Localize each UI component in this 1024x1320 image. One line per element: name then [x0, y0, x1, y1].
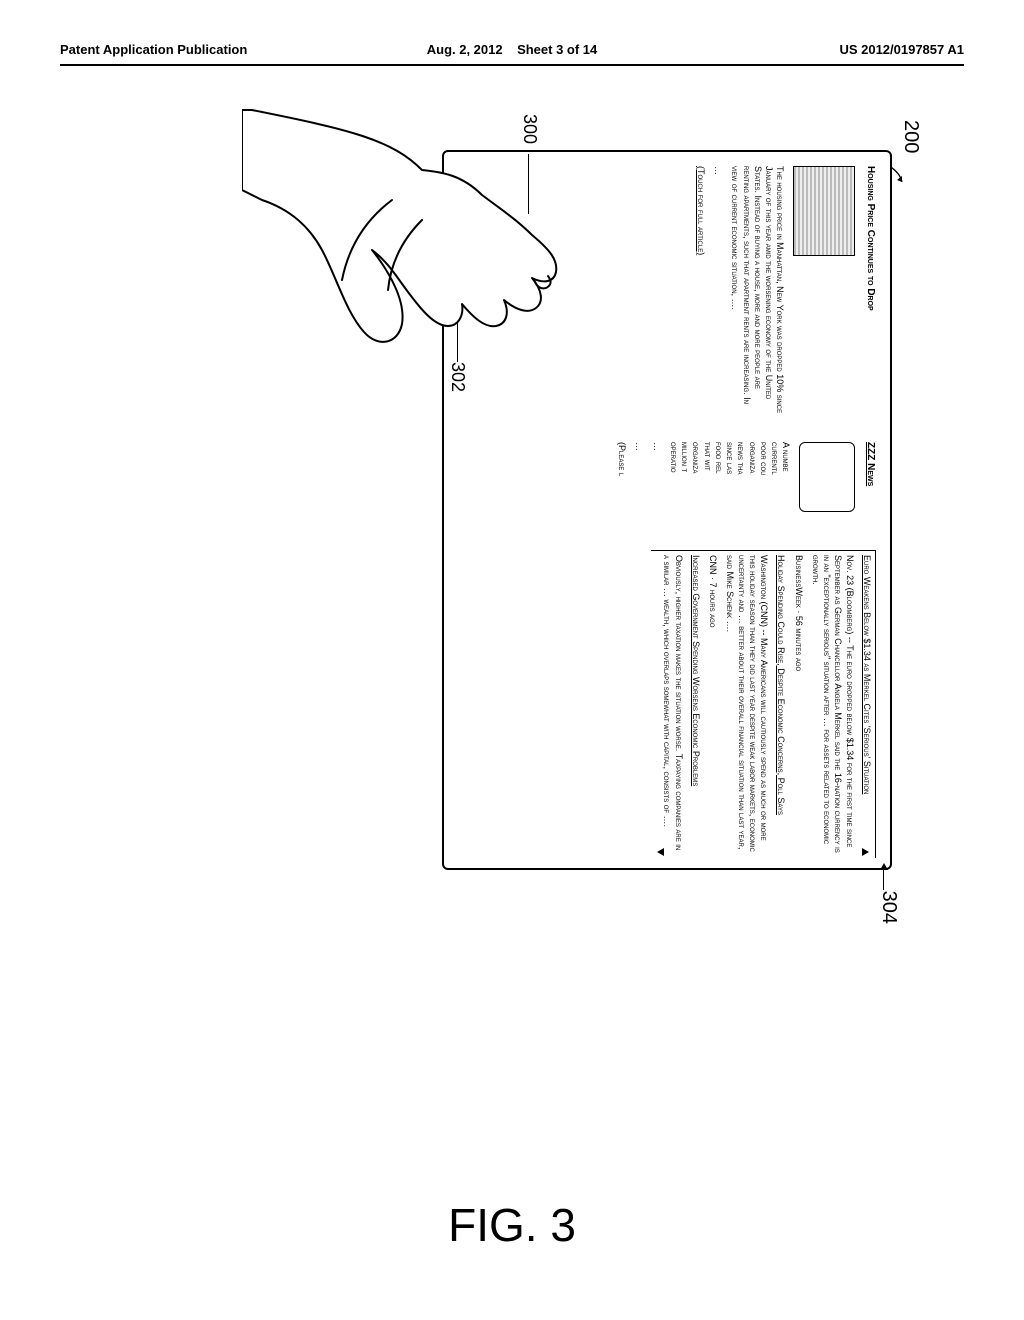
hand-illustration: [242, 100, 602, 400]
scrollbar[interactable]: [657, 848, 869, 856]
left-headline: Housing Price Continues to Drop: [864, 166, 877, 416]
right-overlay: Euro Weakens Below $1.34 as Merkel Cites…: [651, 550, 876, 858]
scroll-up-icon[interactable]: [862, 848, 869, 856]
story3-body: Obviously, higher taxation makes the sit…: [661, 555, 684, 854]
story1-source: BusinessWeek · 56 minutes ago: [793, 555, 804, 854]
scroll-down-icon[interactable]: [657, 848, 664, 856]
ref-304-arrowhead-icon: [880, 863, 888, 870]
ref-302-leader: [457, 322, 458, 362]
pub-date: Aug. 2, 2012: [427, 42, 503, 57]
figure-3: 200 Housing Price Continues to Drop The …: [122, 120, 902, 1180]
ref-304-leader: [883, 868, 884, 890]
publication-label: Patent Application Publication: [60, 42, 247, 57]
left-body: The housing price in Manhattan, New York…: [729, 166, 785, 416]
story2-body: Washington (CNN) -- Many Americans will …: [724, 555, 769, 854]
sheet-number: Sheet 3 of 14: [517, 42, 597, 57]
ref-302: 302: [447, 362, 468, 392]
mid-thumbnail: [800, 442, 856, 512]
left-thumbnail: [794, 166, 856, 256]
story2-source: CNN · 7 hours ago: [707, 555, 718, 854]
ref-304: 304: [877, 891, 900, 924]
left-dots: …: [712, 166, 723, 416]
mid-dots2: …: [633, 442, 644, 602]
publication-number: US 2012/0197857 A1: [839, 42, 964, 57]
header-rule: [60, 64, 964, 66]
left-column: Housing Price Continues to Drop The hous…: [689, 166, 876, 416]
ref-200: 200: [899, 120, 922, 153]
story1-body: Nov. 23 (Bloomberg) -- The euro dropped …: [810, 555, 855, 854]
figure-label: FIG. 3: [448, 1198, 576, 1252]
story2-title[interactable]: Holiday Spending Could Rise, Despite Eco…: [775, 555, 786, 854]
ref-300: 300: [519, 114, 540, 144]
story1-title[interactable]: Euro Weakens Below $1.34 as Merkel Cites…: [861, 555, 872, 854]
full-article-link[interactable]: (Touch for full article): [695, 166, 706, 416]
story3-title[interactable]: Increased Government Spending Worsens Ec…: [690, 555, 701, 854]
ref-300-leader: [528, 154, 529, 214]
mid-please: (Please l: [616, 442, 627, 602]
